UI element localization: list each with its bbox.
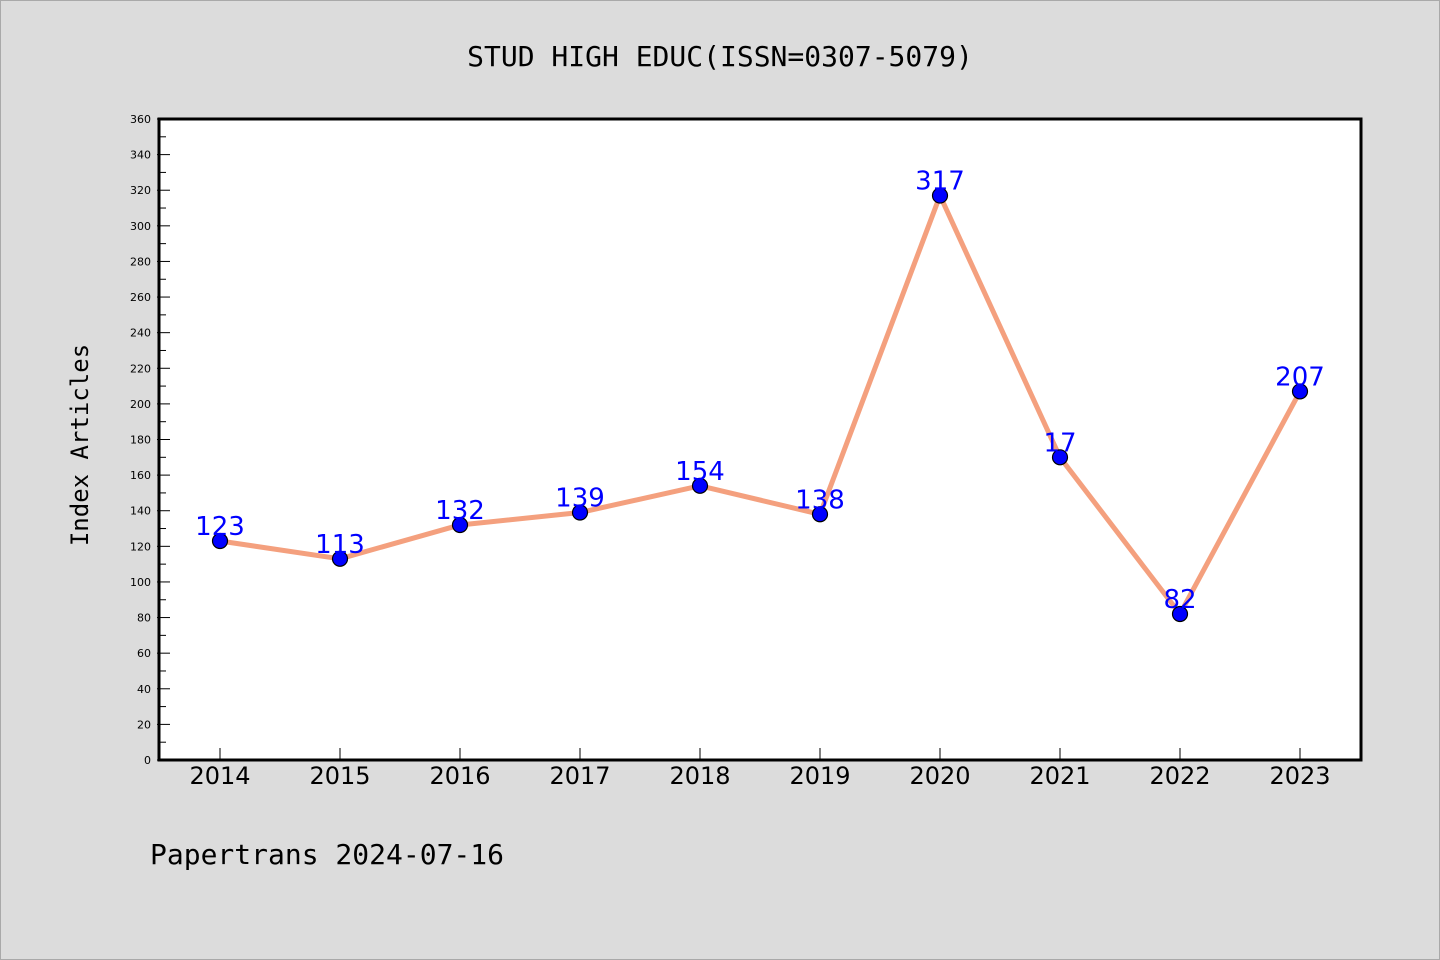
data-point bbox=[1171, 605, 1189, 623]
data-label: 113 bbox=[315, 530, 365, 560]
x-tick-label: 2015 bbox=[309, 762, 370, 790]
y-axis: 0 20 40 60 80 100 120 140 160 180 200 220 240 260 280 3… bbox=[130, 113, 170, 767]
data-point bbox=[451, 516, 469, 534]
y-tick-label: 60 bbox=[137, 647, 151, 660]
data-label: 154 bbox=[675, 457, 725, 487]
data-point bbox=[811, 506, 829, 523]
y-axis-label: Index Articles bbox=[66, 344, 94, 546]
data-label: 132 bbox=[435, 496, 485, 526]
y-tick-label: 240 bbox=[130, 327, 151, 340]
plot-area bbox=[157, 117, 1363, 762]
data-point bbox=[1291, 383, 1309, 400]
footer-text: Papertrans 2024-07-16 bbox=[150, 838, 504, 871]
y-tick-label: 120 bbox=[130, 540, 151, 553]
x-tick-label: 2017 bbox=[549, 762, 610, 790]
data-point bbox=[691, 477, 709, 494]
y-tick-label: 220 bbox=[130, 362, 151, 375]
y-tick-label: 20 bbox=[137, 718, 151, 731]
data-markers bbox=[211, 187, 1309, 623]
x-tick-label: 2021 bbox=[1029, 762, 1090, 790]
chart-title: STUD HIGH EDUC(ISSN=0307-5079) bbox=[467, 40, 973, 73]
data-point bbox=[211, 532, 229, 550]
data-label: 207 bbox=[1275, 362, 1325, 392]
x-axis: 2014 2015 2016 2017 2018 2019 2020 2021 2022 2023 bbox=[189, 748, 1331, 790]
data-label: 17 bbox=[1043, 428, 1076, 458]
y-tick-label: 340 bbox=[130, 149, 151, 162]
y-tick-label: 80 bbox=[137, 612, 151, 625]
data-labels: 123 113 132 139 154 138 317 17 82 207 bbox=[195, 167, 1325, 615]
y-tick-label: 200 bbox=[130, 398, 151, 411]
data-point bbox=[1051, 449, 1069, 466]
y-tick-label: 260 bbox=[130, 291, 151, 304]
y-tick-label: 300 bbox=[130, 220, 151, 233]
x-tick-label: 2018 bbox=[669, 762, 730, 790]
data-label: 139 bbox=[555, 484, 605, 514]
x-tick-label: 2023 bbox=[1269, 762, 1330, 790]
data-point bbox=[931, 187, 949, 204]
y-tick-label: 180 bbox=[130, 434, 151, 447]
x-tick-label: 2020 bbox=[909, 762, 970, 790]
data-label: 123 bbox=[195, 512, 245, 542]
data-label: 82 bbox=[1163, 585, 1196, 615]
x-tick-label: 2022 bbox=[1149, 762, 1210, 790]
y-tick-label: 160 bbox=[130, 469, 151, 482]
y-tick-label: 0 bbox=[144, 754, 151, 767]
y-tick-label: 40 bbox=[137, 683, 151, 696]
y-tick-label: 100 bbox=[130, 576, 151, 589]
x-tick-label: 2014 bbox=[189, 762, 250, 790]
data-label: 138 bbox=[795, 485, 845, 515]
y-tick-label: 140 bbox=[130, 505, 151, 518]
data-point bbox=[331, 550, 349, 567]
data-label: 317 bbox=[915, 167, 965, 197]
data-point bbox=[571, 504, 589, 521]
y-tick-label: 320 bbox=[130, 184, 151, 197]
y-tick-label: 280 bbox=[130, 255, 151, 268]
series-line bbox=[217, 193, 1303, 617]
y-tick-label: 360 bbox=[130, 113, 151, 126]
x-tick-label: 2016 bbox=[429, 762, 490, 790]
x-tick-label: 2019 bbox=[789, 762, 850, 790]
